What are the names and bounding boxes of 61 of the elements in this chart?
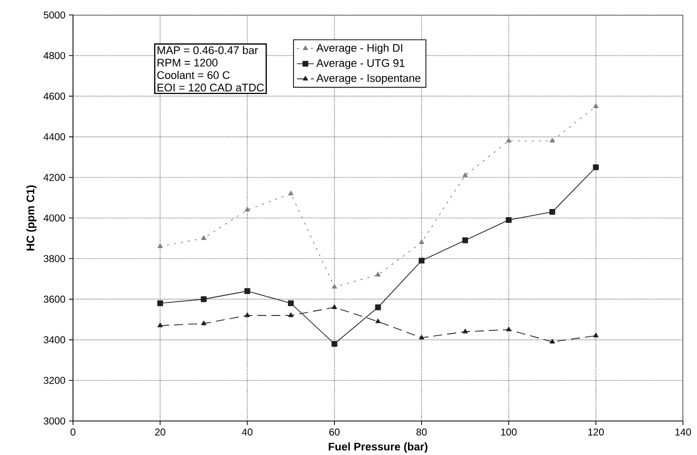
y-tick-label: 3400 <box>44 336 66 344</box>
y-tick-label: 4200 <box>44 174 66 181</box>
y-tick-label: 5000 <box>44 11 66 19</box>
point <box>419 239 424 244</box>
annotation: Coolant = 60 C <box>157 70 230 79</box>
point <box>288 190 294 196</box>
point <box>332 304 337 309</box>
y-tick-label: 3800 <box>44 255 66 262</box>
legend-label: Average - High DI <box>316 44 402 54</box>
y-tick-label: 4800 <box>44 52 66 60</box>
y-tick-label: 3600 <box>44 296 66 303</box>
point <box>201 235 206 240</box>
y-axis-title: HC (ppm C1) <box>26 185 36 250</box>
y-tick-label: 4400 <box>44 133 66 140</box>
point <box>288 312 294 318</box>
y-tick-label: 3200 <box>44 376 66 384</box>
point <box>506 326 512 332</box>
x-tick-label: 120 <box>588 428 604 436</box>
point <box>200 296 207 302</box>
y-tick-label: 3000 <box>44 417 66 425</box>
x-tick-label: 140 <box>675 428 691 436</box>
point <box>550 338 555 344</box>
point <box>506 138 512 143</box>
x-axis-title: Fuel Pressure (bar) <box>328 442 428 453</box>
x-tick-label: 80 <box>416 428 427 436</box>
point <box>462 172 468 178</box>
point <box>201 320 206 326</box>
x-tick-label: 60 <box>329 428 340 436</box>
point <box>592 164 599 170</box>
point <box>288 300 294 306</box>
x-tick-label: 20 <box>155 428 166 436</box>
x-tick-label: 40 <box>242 428 252 436</box>
legend-label: Average - Isopentane <box>316 74 420 84</box>
legend-label: Average - UTG 91 <box>316 59 404 70</box>
point <box>549 209 556 215</box>
annotation: MAP = 0.46-0.47 bar <box>158 46 258 54</box>
annotation: RPM = 1200 <box>158 58 218 67</box>
point <box>506 217 512 223</box>
y-tick-label: 4600 <box>44 92 66 100</box>
point <box>375 272 381 276</box>
point <box>158 322 163 328</box>
point <box>550 138 555 143</box>
point <box>158 244 163 248</box>
x-tick-label: 100 <box>501 428 517 436</box>
point <box>332 340 338 347</box>
point <box>462 237 468 244</box>
point <box>244 288 250 294</box>
point <box>244 312 250 318</box>
point <box>332 284 337 289</box>
point <box>462 328 468 334</box>
y-tick-label: 4000 <box>44 214 66 222</box>
point <box>375 304 381 310</box>
point <box>244 206 250 212</box>
point <box>419 334 424 340</box>
point <box>375 318 381 324</box>
point <box>418 258 424 264</box>
annotation: EOI = 120 CAD aTDC <box>158 84 264 92</box>
point <box>157 300 164 306</box>
x-tick-label: 0 <box>70 428 76 436</box>
point <box>593 103 598 108</box>
point <box>593 332 598 338</box>
